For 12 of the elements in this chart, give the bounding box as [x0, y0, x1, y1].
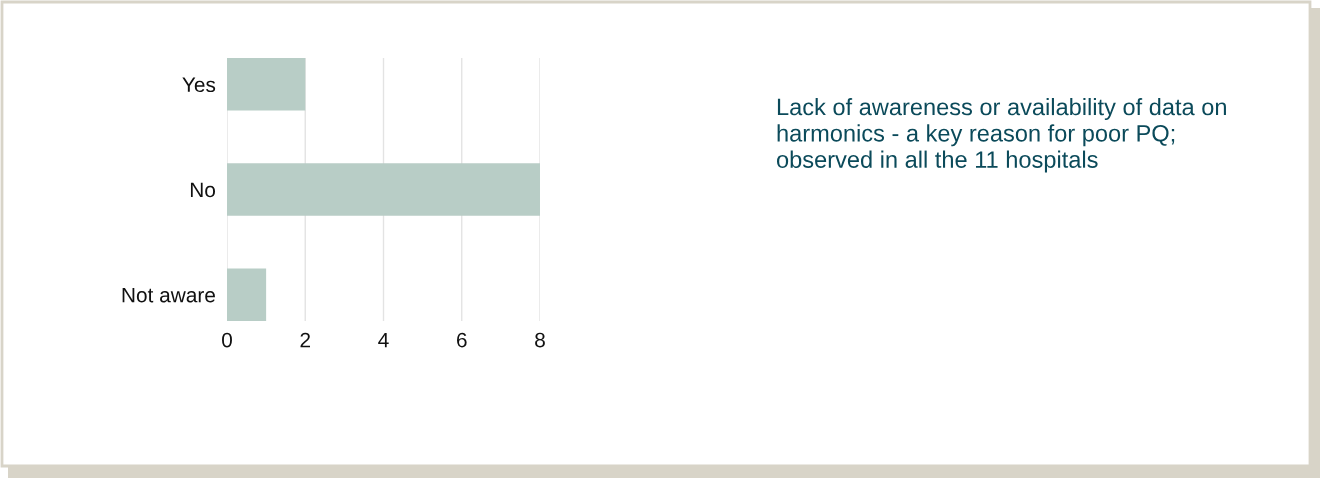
x-tick-label: 8	[535, 332, 545, 348]
x-tick-label: 0	[222, 332, 232, 348]
x-tick-label: 2	[300, 332, 310, 348]
bar	[227, 58, 306, 111]
y-tick-label: No	[190, 182, 216, 198]
y-tick-label: Yes	[182, 77, 216, 93]
x-tick-label: 4	[378, 332, 389, 348]
bar	[227, 163, 540, 216]
text: Lack of awareness or availability of data on harmonics - a key reason for poor PQ; observed in all the 11 hospitals	[776, 98, 1226, 173]
x-tick-label: 6	[457, 332, 467, 348]
bar	[227, 268, 267, 321]
y-tick-label: Not aware	[122, 287, 215, 303]
